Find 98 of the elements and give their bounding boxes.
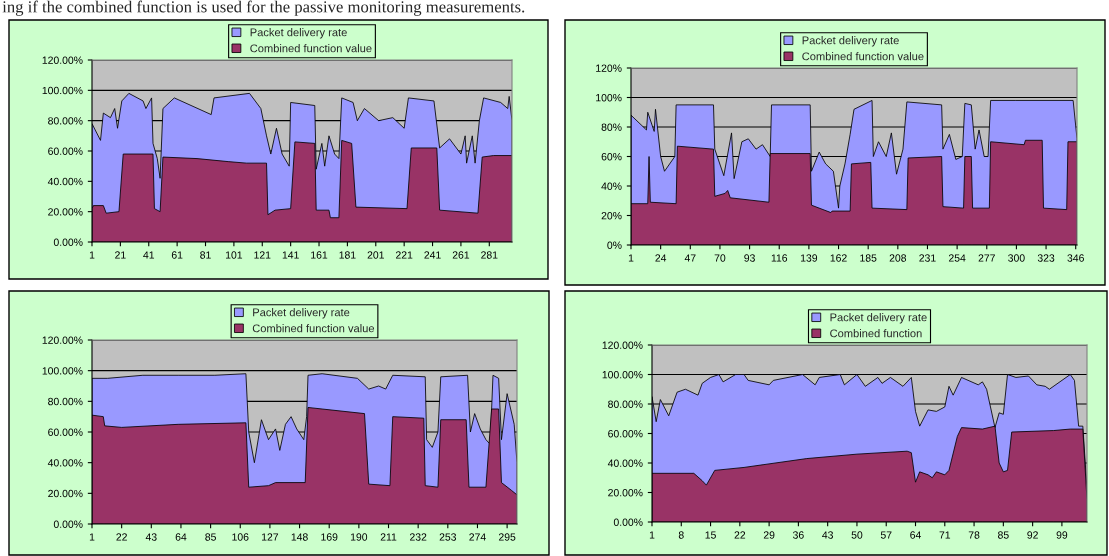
x-tick-label: 211: [380, 533, 397, 541]
x-tick-label: 116: [771, 254, 788, 262]
legend-label: Combined function value: [802, 52, 924, 61]
x-tick-label: 148: [291, 533, 308, 541]
x-tick-label: 346: [1067, 254, 1084, 262]
y-tick-label: 40.00%: [607, 459, 643, 467]
y-tick-label: 60.00%: [48, 428, 83, 436]
y-tick-label: 100%: [596, 94, 622, 102]
x-tick-label: 161: [311, 251, 328, 259]
y-tick-label: 100.00%: [602, 371, 643, 379]
legend-label: Combined function value: [252, 324, 375, 333]
x-tick-label: 47: [684, 254, 696, 262]
x-tick-label: 61: [171, 251, 183, 259]
y-tick-label: 40.00%: [47, 459, 83, 467]
x-tick-label: 64: [175, 533, 187, 541]
x-tick-label: 29: [763, 531, 775, 539]
x-tick-label: 127: [262, 533, 279, 541]
x-tick-label: 1: [89, 533, 95, 541]
x-tick-label: 241: [424, 251, 441, 259]
x-tick-label: 231: [919, 254, 936, 262]
x-tick-label: 1: [628, 254, 634, 262]
y-tick-label: 100.00%: [42, 86, 83, 95]
x-tick-label: 185: [860, 254, 877, 262]
x-tick-label: 43: [145, 533, 157, 541]
x-tick-label: 70: [714, 254, 726, 262]
x-tick-label: 21: [115, 251, 126, 259]
x-tick-label: 101: [226, 251, 243, 259]
y-tick-label: 120.00%: [42, 336, 83, 344]
x-tick-label: 232: [410, 533, 427, 541]
legend-label: Combined function value: [250, 44, 372, 53]
x-tick-label: 221: [396, 251, 413, 259]
legend-label: Packet delivery rate: [802, 36, 899, 47]
x-tick-label: 277: [978, 254, 995, 262]
y-tick-label: 120.00%: [602, 341, 643, 349]
x-tick-label: 106: [232, 533, 249, 541]
y-tick-label: 20.00%: [48, 208, 83, 216]
x-tick-label: 208: [889, 254, 907, 262]
x-tick-label: 64: [910, 531, 921, 539]
y-tick-label: 120.00%: [42, 56, 83, 64]
x-tick-label: 323: [1037, 254, 1055, 262]
x-tick-label: 85: [205, 533, 216, 541]
text: ing if the combined function is used for the passive monitoring measurements.: [2, 0, 525, 16]
y-tick-label: 0.00%: [613, 518, 643, 526]
legend-label: Packet delivery rate: [250, 28, 347, 39]
y-tick-label: 120%: [596, 64, 622, 72]
x-tick-label: 50: [851, 531, 863, 539]
y-tick-label: 40.00%: [47, 177, 83, 186]
y-tick-label: 100.00%: [42, 367, 83, 375]
x-tick-label: 81: [200, 251, 211, 259]
y-tick-label: 80.00%: [48, 397, 83, 406]
y-tick-label: 80.00%: [608, 400, 643, 408]
x-tick-label: 139: [800, 254, 818, 262]
y-tick-label: 60.00%: [608, 430, 643, 438]
legend-label: Combined function: [830, 329, 922, 338]
x-tick-label: 162: [830, 254, 847, 262]
x-tick-label: 78: [968, 531, 980, 539]
x-tick-label: 141: [282, 251, 299, 259]
x-tick-label: 281: [481, 251, 498, 259]
y-tick-label: 20.00%: [608, 489, 643, 497]
y-tick-label: 80%: [601, 123, 622, 131]
x-tick-label: 99: [1056, 531, 1068, 539]
y-tick-label: 60.00%: [48, 147, 83, 155]
x-tick-label: 295: [498, 533, 516, 541]
x-tick-label: 85: [998, 531, 1009, 539]
x-tick-label: 1: [89, 251, 95, 259]
x-tick-label: 93: [744, 254, 755, 262]
y-tick-label: 20.00%: [48, 489, 83, 498]
x-tick-label: 71: [939, 531, 951, 539]
x-tick-label: 274: [469, 533, 486, 541]
x-tick-label: 181: [339, 251, 356, 259]
y-tick-label: 0.00%: [53, 520, 83, 528]
x-tick-label: 169: [321, 533, 338, 541]
x-tick-label: 22: [734, 531, 746, 539]
x-tick-label: 300: [1008, 254, 1025, 262]
x-tick-label: 22: [116, 533, 127, 541]
y-tick-label: 40%: [601, 182, 622, 190]
y-tick-label: 0%: [607, 241, 622, 249]
x-tick-label: 254: [948, 254, 966, 262]
x-tick-label: 15: [705, 531, 716, 539]
x-tick-label: 201: [367, 251, 384, 259]
y-tick-label: 60%: [601, 153, 622, 161]
x-tick-label: 190: [350, 533, 368, 541]
x-tick-label: 24: [655, 254, 667, 262]
x-tick-label: 36: [793, 531, 804, 539]
x-tick-label: 92: [1027, 531, 1038, 539]
y-tick-label: 20%: [601, 212, 622, 220]
x-tick-label: 121: [254, 251, 271, 259]
x-tick-label: 57: [880, 531, 892, 539]
x-tick-label: 8: [678, 531, 684, 539]
x-tick-label: 41: [143, 251, 155, 259]
legend-label: Packet delivery rate: [253, 308, 350, 319]
y-tick-label: 80.00%: [48, 117, 83, 125]
legend-label: Packet delivery rate: [830, 313, 927, 324]
x-tick-label: 1: [649, 531, 655, 539]
x-tick-label: 43: [822, 531, 834, 539]
y-tick-label: 0.00%: [53, 238, 83, 246]
x-tick-label: 261: [452, 251, 470, 259]
x-tick-label: 253: [439, 533, 457, 541]
